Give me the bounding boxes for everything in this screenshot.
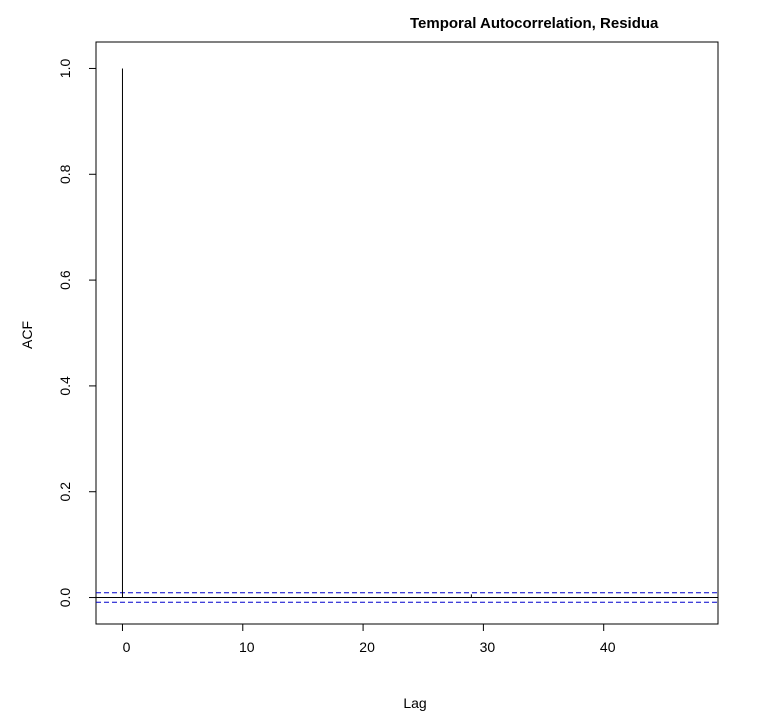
y-tick-label: 0.4 bbox=[57, 376, 73, 396]
acf-bars bbox=[121, 68, 472, 598]
x-tick-label: 30 bbox=[480, 639, 496, 655]
x-tick-label: 20 bbox=[359, 639, 375, 655]
reference-lines bbox=[96, 592, 718, 603]
chart-title: Temporal Autocorrelation, Residua bbox=[410, 15, 659, 32]
y-tick-label: 0.0 bbox=[57, 588, 73, 608]
x-tick-label: 10 bbox=[239, 639, 255, 655]
y-tick-label: 0.8 bbox=[57, 164, 73, 184]
x-axis: 0 10 20 30 40 bbox=[121, 624, 616, 655]
y-axis-label: ACF bbox=[19, 321, 35, 349]
y-axis: 0.0 0.2 0.4 0.6 0.8 1.0 bbox=[57, 59, 96, 608]
x-tick-label: 0 bbox=[123, 639, 131, 655]
y-tick-label: 1.0 bbox=[57, 59, 73, 79]
plot-frame bbox=[95, 41, 719, 625]
x-tick-label: 40 bbox=[600, 639, 616, 655]
y-tick-label: 0.6 bbox=[57, 270, 73, 290]
y-tick-label: 0.2 bbox=[57, 482, 73, 502]
x-axis-label: Lag bbox=[403, 695, 426, 711]
